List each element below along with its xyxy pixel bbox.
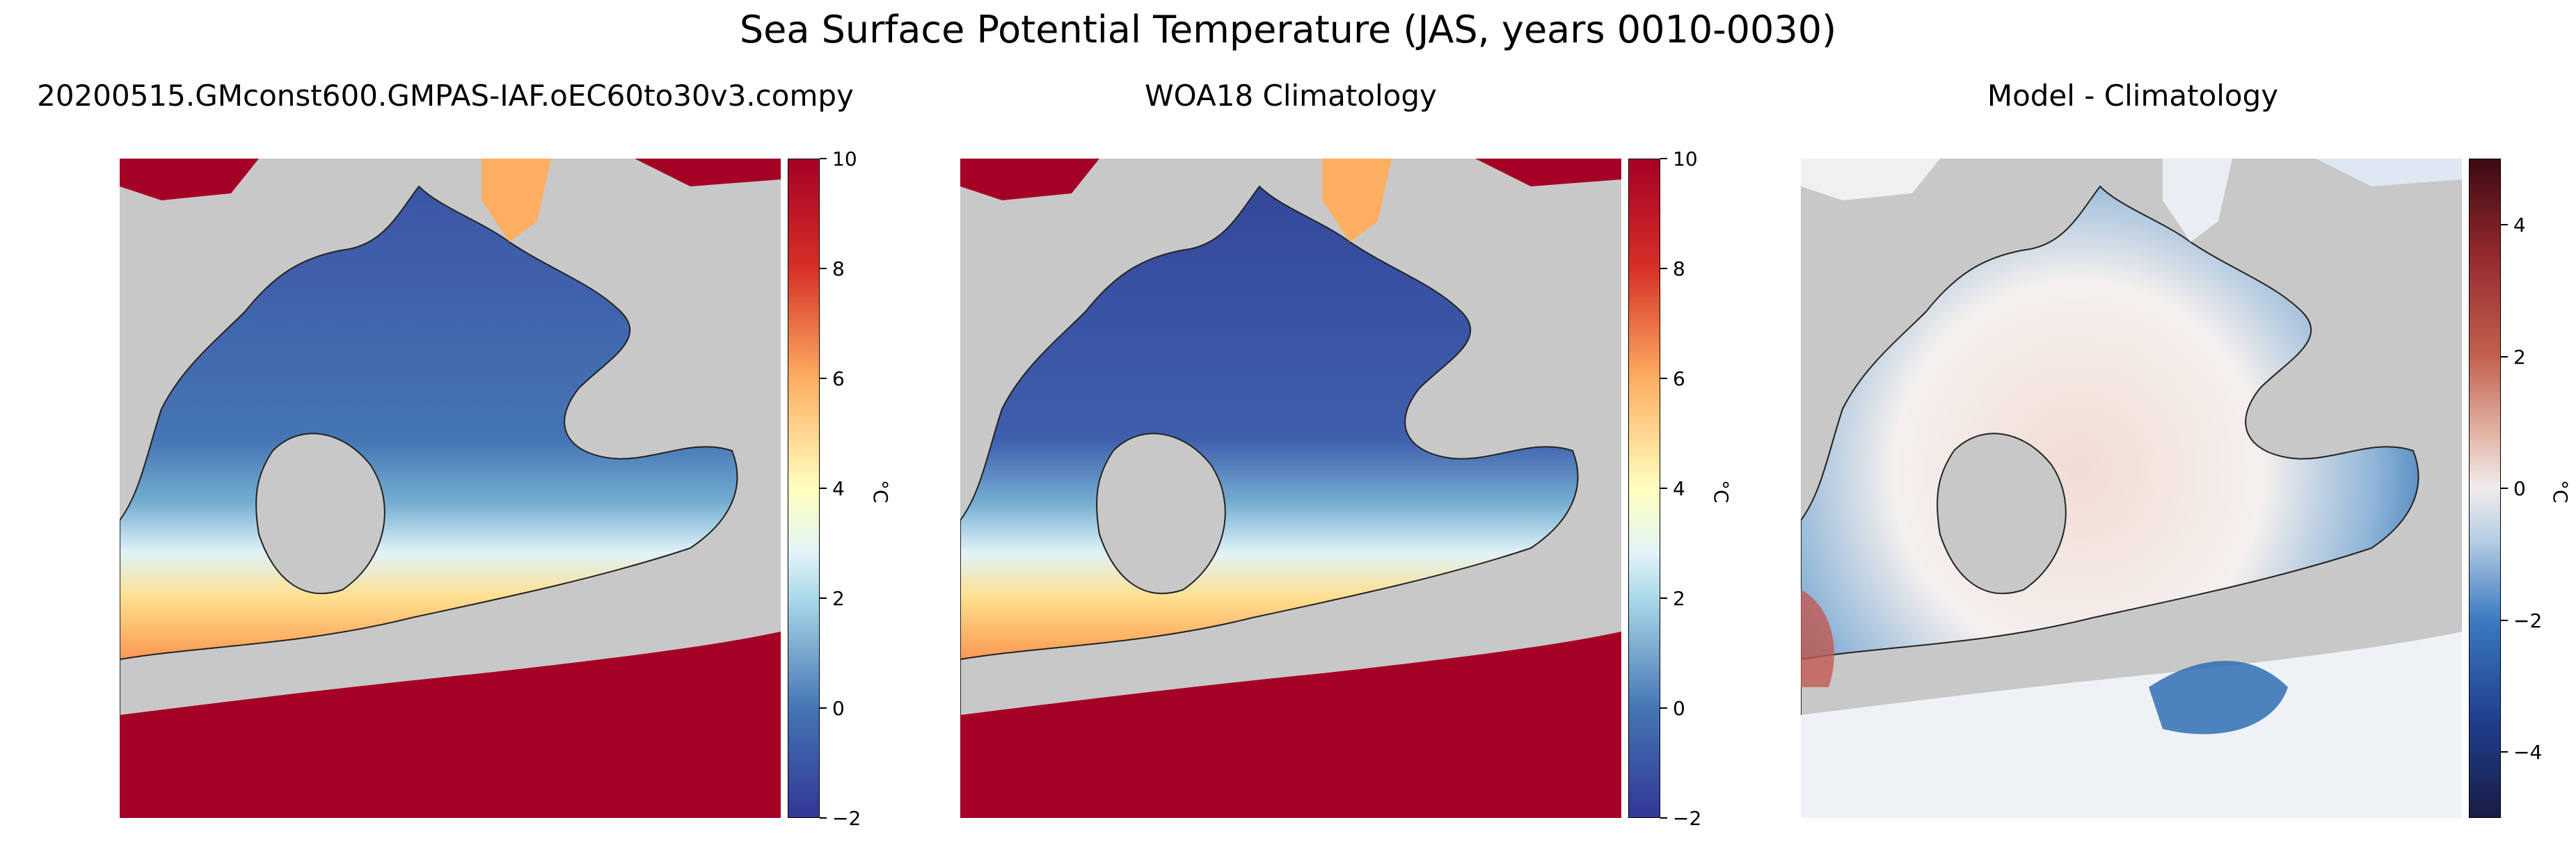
colorbar-model-unit: °C [869, 480, 892, 504]
panel-title-model: 20200515.GMconst600.GMPAS-IAF.oEC60to30v… [37, 79, 854, 113]
colorbar-woa18-unit: °C [1710, 480, 1733, 504]
colorbar-tick: 8 [820, 255, 845, 282]
panel-title-woa18: WOA18 Climatology [1145, 79, 1437, 113]
colorbar-tick: 4 [820, 474, 845, 502]
map-woa18-svg [960, 159, 1621, 818]
colorbar-tick: 6 [820, 364, 845, 392]
colorbar-tick: 4 [1660, 474, 1685, 502]
colorbar-model [788, 159, 820, 818]
colorbar-tick: 4 [2501, 211, 2526, 239]
colorbar-woa18-ticks: 10 8 6 4 2 0 −2 [1660, 147, 1744, 830]
colorbar-tick: 6 [1660, 364, 1685, 392]
colorbar-tick: 8 [1660, 255, 1685, 282]
map-model-svg [120, 159, 781, 818]
colorbar-difference [2469, 159, 2501, 818]
map-woa18 [960, 159, 1621, 818]
panel-title-difference: Model - Climatology [1987, 79, 2279, 113]
colorbar-difference-unit: °C [2549, 480, 2572, 504]
map-difference-svg [1801, 159, 2462, 818]
colorbar-tick: −2 [2501, 607, 2542, 634]
colorbar-tick: 2 [820, 584, 845, 612]
colorbar-tick: 2 [2501, 343, 2526, 371]
colorbar-tick: −2 [820, 804, 861, 832]
map-model [120, 159, 781, 818]
colorbar-tick: 0 [820, 694, 845, 722]
colorbar-woa18 [1628, 159, 1660, 818]
colorbar-model-svg [788, 159, 820, 818]
colorbar-tick: −2 [1660, 804, 1701, 832]
colorbar-woa18-svg [1628, 159, 1660, 818]
colorbar-tick: 0 [2501, 474, 2526, 502]
colorbar-tick: −4 [2501, 738, 2542, 766]
colorbar-model-ticks: 10 8 6 4 2 0 −2 [820, 147, 903, 830]
colorbar-tick: 10 [1660, 145, 1698, 172]
colorbar-tick: 0 [1660, 694, 1685, 722]
map-difference [1801, 159, 2462, 818]
colorbar-difference-ticks: 4 2 0 −2 −4 [2501, 159, 2576, 818]
colorbar-tick: 2 [1660, 584, 1685, 612]
colorbar-tick: 10 [820, 145, 857, 172]
figure-suptitle: Sea Surface Potential Temperature (JAS, … [739, 8, 1837, 51]
colorbar-difference-svg [2469, 159, 2501, 818]
